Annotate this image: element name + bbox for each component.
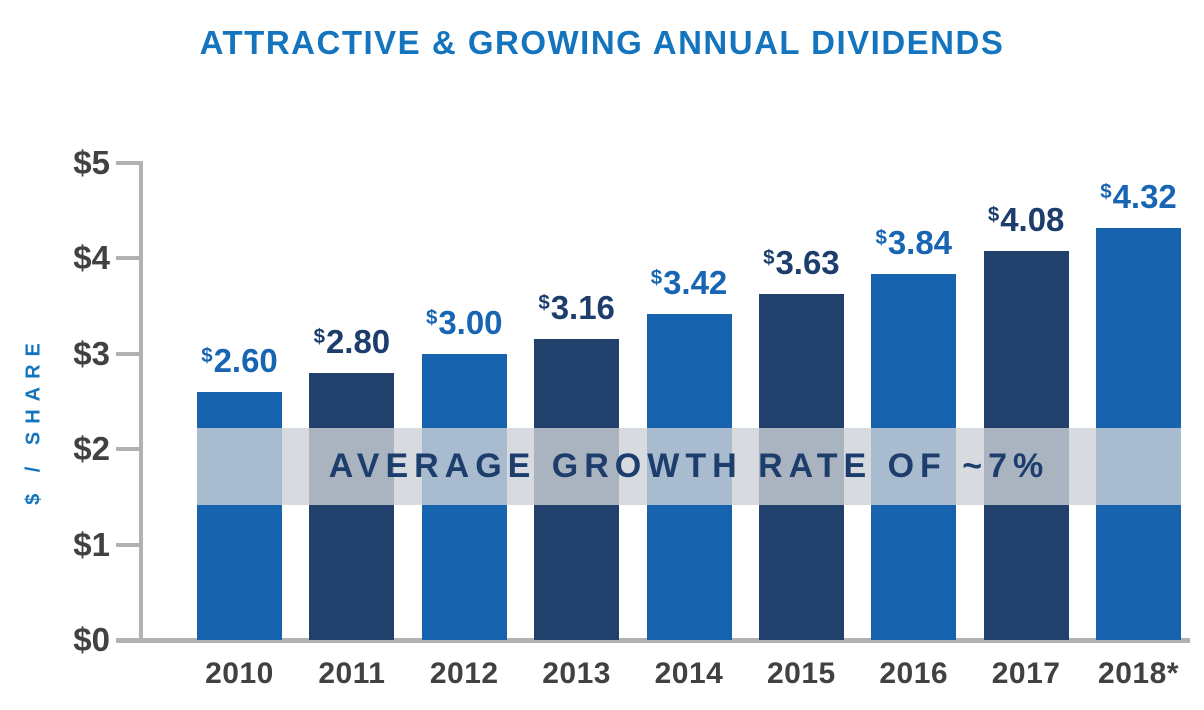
x-axis-label: 2015 — [767, 657, 836, 690]
currency-symbol: $ — [650, 265, 663, 289]
y-tick-label: $3 — [73, 334, 110, 372]
y-tick-label: $2 — [73, 430, 110, 468]
x-axis-label: 2011 — [318, 657, 386, 690]
currency-symbol: $ — [538, 290, 550, 314]
bar-2011 — [309, 372, 395, 640]
y-tick-label: $4 — [73, 239, 110, 277]
bar-value-label: $3.00 — [384, 302, 544, 344]
bar-value-label: $3.16 — [497, 287, 657, 329]
x-axis-label: 2017 — [991, 657, 1061, 690]
currency-symbol: $ — [875, 225, 887, 249]
bar-value-label: $4.08 — [946, 199, 1106, 241]
x-axis-label: 2016 — [879, 657, 949, 690]
y-tick-label: $5 — [73, 144, 110, 181]
y-axis-line — [139, 161, 143, 642]
average-growth-label: AVERAGE GROWTH RATE OF ~7% — [328, 447, 1050, 486]
currency-symbol: $ — [313, 324, 325, 348]
x-axis-label: 2010 — [205, 657, 274, 690]
bar-value-label: $3.84 — [834, 222, 994, 264]
x-axis-label: 2012 — [429, 657, 499, 690]
x-axis-baseline — [116, 638, 1190, 643]
bar-value-label: $4.32 — [1059, 176, 1204, 218]
currency-symbol: $ — [1100, 179, 1112, 203]
y-tick-mark — [116, 351, 143, 356]
bar-value-label: $3.63 — [721, 242, 881, 284]
bar-value-label: $2.60 — [160, 340, 320, 382]
bar-value-label: $3.42 — [609, 262, 769, 304]
currency-symbol: $ — [425, 305, 438, 329]
y-tick-mark — [116, 542, 143, 547]
y-tick-mark — [116, 161, 143, 165]
average-growth-band: AVERAGE GROWTH RATE OF ~7% — [197, 428, 1181, 505]
currency-symbol: $ — [763, 245, 775, 269]
chart-title: ATTRACTIVE & GROWING ANNUAL DIVIDENDS — [199, 24, 1005, 61]
currency-symbol: $ — [201, 343, 213, 367]
y-tick-label: $0 — [73, 621, 110, 658]
x-axis-label: 2018* — [1098, 657, 1179, 690]
y-tick-mark — [116, 256, 143, 261]
x-axis-label: 2013 — [542, 657, 611, 690]
currency-symbol: $ — [987, 202, 1000, 226]
bar-value-label: $2.80 — [272, 321, 432, 363]
y-tick-mark — [116, 638, 143, 642]
x-axis-label: 2014 — [654, 657, 724, 690]
y-tick-label: $1 — [73, 525, 110, 563]
y-tick-mark — [116, 447, 143, 452]
